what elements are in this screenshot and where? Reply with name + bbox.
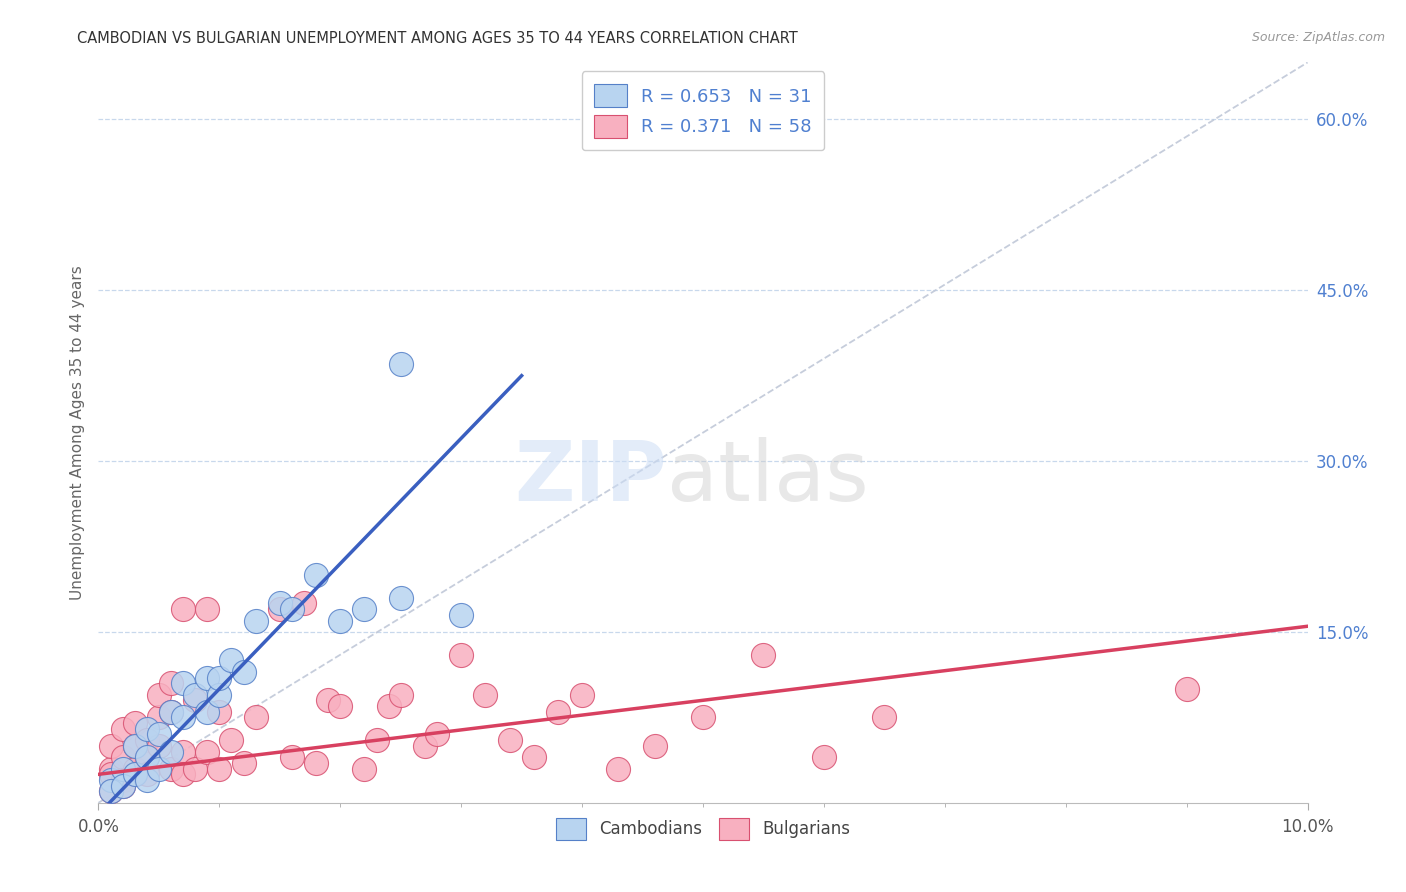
Point	[111, 750, 134, 764]
Point	[353, 762, 375, 776]
Point	[523, 750, 546, 764]
Y-axis label: Unemployment Among Ages 35 to 44 years: Unemployment Among Ages 35 to 44 years	[69, 265, 84, 600]
Text: ZIP: ZIP	[515, 436, 666, 517]
Point	[752, 648, 775, 662]
Point	[269, 597, 291, 611]
Point	[305, 756, 328, 770]
Point	[607, 762, 630, 776]
Point	[135, 772, 157, 787]
Point	[124, 762, 146, 776]
Point	[305, 568, 328, 582]
Point	[172, 710, 194, 724]
Point	[148, 688, 170, 702]
Point	[135, 733, 157, 747]
Point	[135, 767, 157, 781]
Point	[450, 607, 472, 622]
Point	[426, 727, 449, 741]
Point	[873, 710, 896, 724]
Point	[172, 602, 194, 616]
Point	[100, 784, 122, 798]
Point	[389, 688, 412, 702]
Point	[195, 671, 218, 685]
Point	[644, 739, 666, 753]
Point	[160, 745, 183, 759]
Point	[208, 671, 231, 685]
Point	[184, 762, 207, 776]
Point	[100, 772, 122, 787]
Point	[160, 705, 183, 719]
Point	[195, 745, 218, 759]
Point	[100, 767, 122, 781]
Point	[571, 688, 593, 702]
Point	[377, 698, 399, 713]
Point	[208, 762, 231, 776]
Point	[474, 688, 496, 702]
Point	[184, 688, 207, 702]
Point	[111, 772, 134, 787]
Point	[160, 705, 183, 719]
Point	[111, 779, 134, 793]
Point	[111, 722, 134, 736]
Point	[498, 733, 520, 747]
Point	[329, 698, 352, 713]
Point	[813, 750, 835, 764]
Point	[195, 602, 218, 616]
Point	[148, 762, 170, 776]
Point	[184, 693, 207, 707]
Point	[111, 779, 134, 793]
Point	[292, 597, 315, 611]
Point	[135, 750, 157, 764]
Point	[221, 653, 243, 667]
Point	[160, 762, 183, 776]
Legend: Cambodians, Bulgarians: Cambodians, Bulgarians	[550, 812, 856, 847]
Point	[100, 784, 122, 798]
Point	[100, 762, 122, 776]
Point	[547, 705, 569, 719]
Point	[245, 710, 267, 724]
Point	[692, 710, 714, 724]
Text: atlas: atlas	[666, 436, 869, 517]
Point	[172, 745, 194, 759]
Point	[100, 739, 122, 753]
Point	[124, 716, 146, 731]
Point	[124, 767, 146, 781]
Point	[281, 750, 304, 764]
Point	[450, 648, 472, 662]
Point	[195, 705, 218, 719]
Point	[245, 614, 267, 628]
Point	[389, 591, 412, 605]
Point	[148, 710, 170, 724]
Point	[172, 767, 194, 781]
Point	[208, 688, 231, 702]
Point	[124, 739, 146, 753]
Point	[281, 602, 304, 616]
Point	[124, 739, 146, 753]
Point	[160, 676, 183, 690]
Point	[172, 676, 194, 690]
Point	[232, 665, 254, 679]
Point	[316, 693, 339, 707]
Point	[1175, 681, 1198, 696]
Point	[221, 733, 243, 747]
Point	[208, 705, 231, 719]
Point	[413, 739, 436, 753]
Point	[232, 756, 254, 770]
Point	[111, 762, 134, 776]
Point	[366, 733, 388, 747]
Point	[135, 722, 157, 736]
Point	[148, 727, 170, 741]
Point	[329, 614, 352, 628]
Point	[148, 739, 170, 753]
Text: Source: ZipAtlas.com: Source: ZipAtlas.com	[1251, 31, 1385, 45]
Point	[135, 750, 157, 764]
Point	[269, 602, 291, 616]
Point	[353, 602, 375, 616]
Point	[124, 767, 146, 781]
Text: CAMBODIAN VS BULGARIAN UNEMPLOYMENT AMONG AGES 35 TO 44 YEARS CORRELATION CHART: CAMBODIAN VS BULGARIAN UNEMPLOYMENT AMON…	[77, 31, 799, 46]
Point	[389, 357, 412, 371]
